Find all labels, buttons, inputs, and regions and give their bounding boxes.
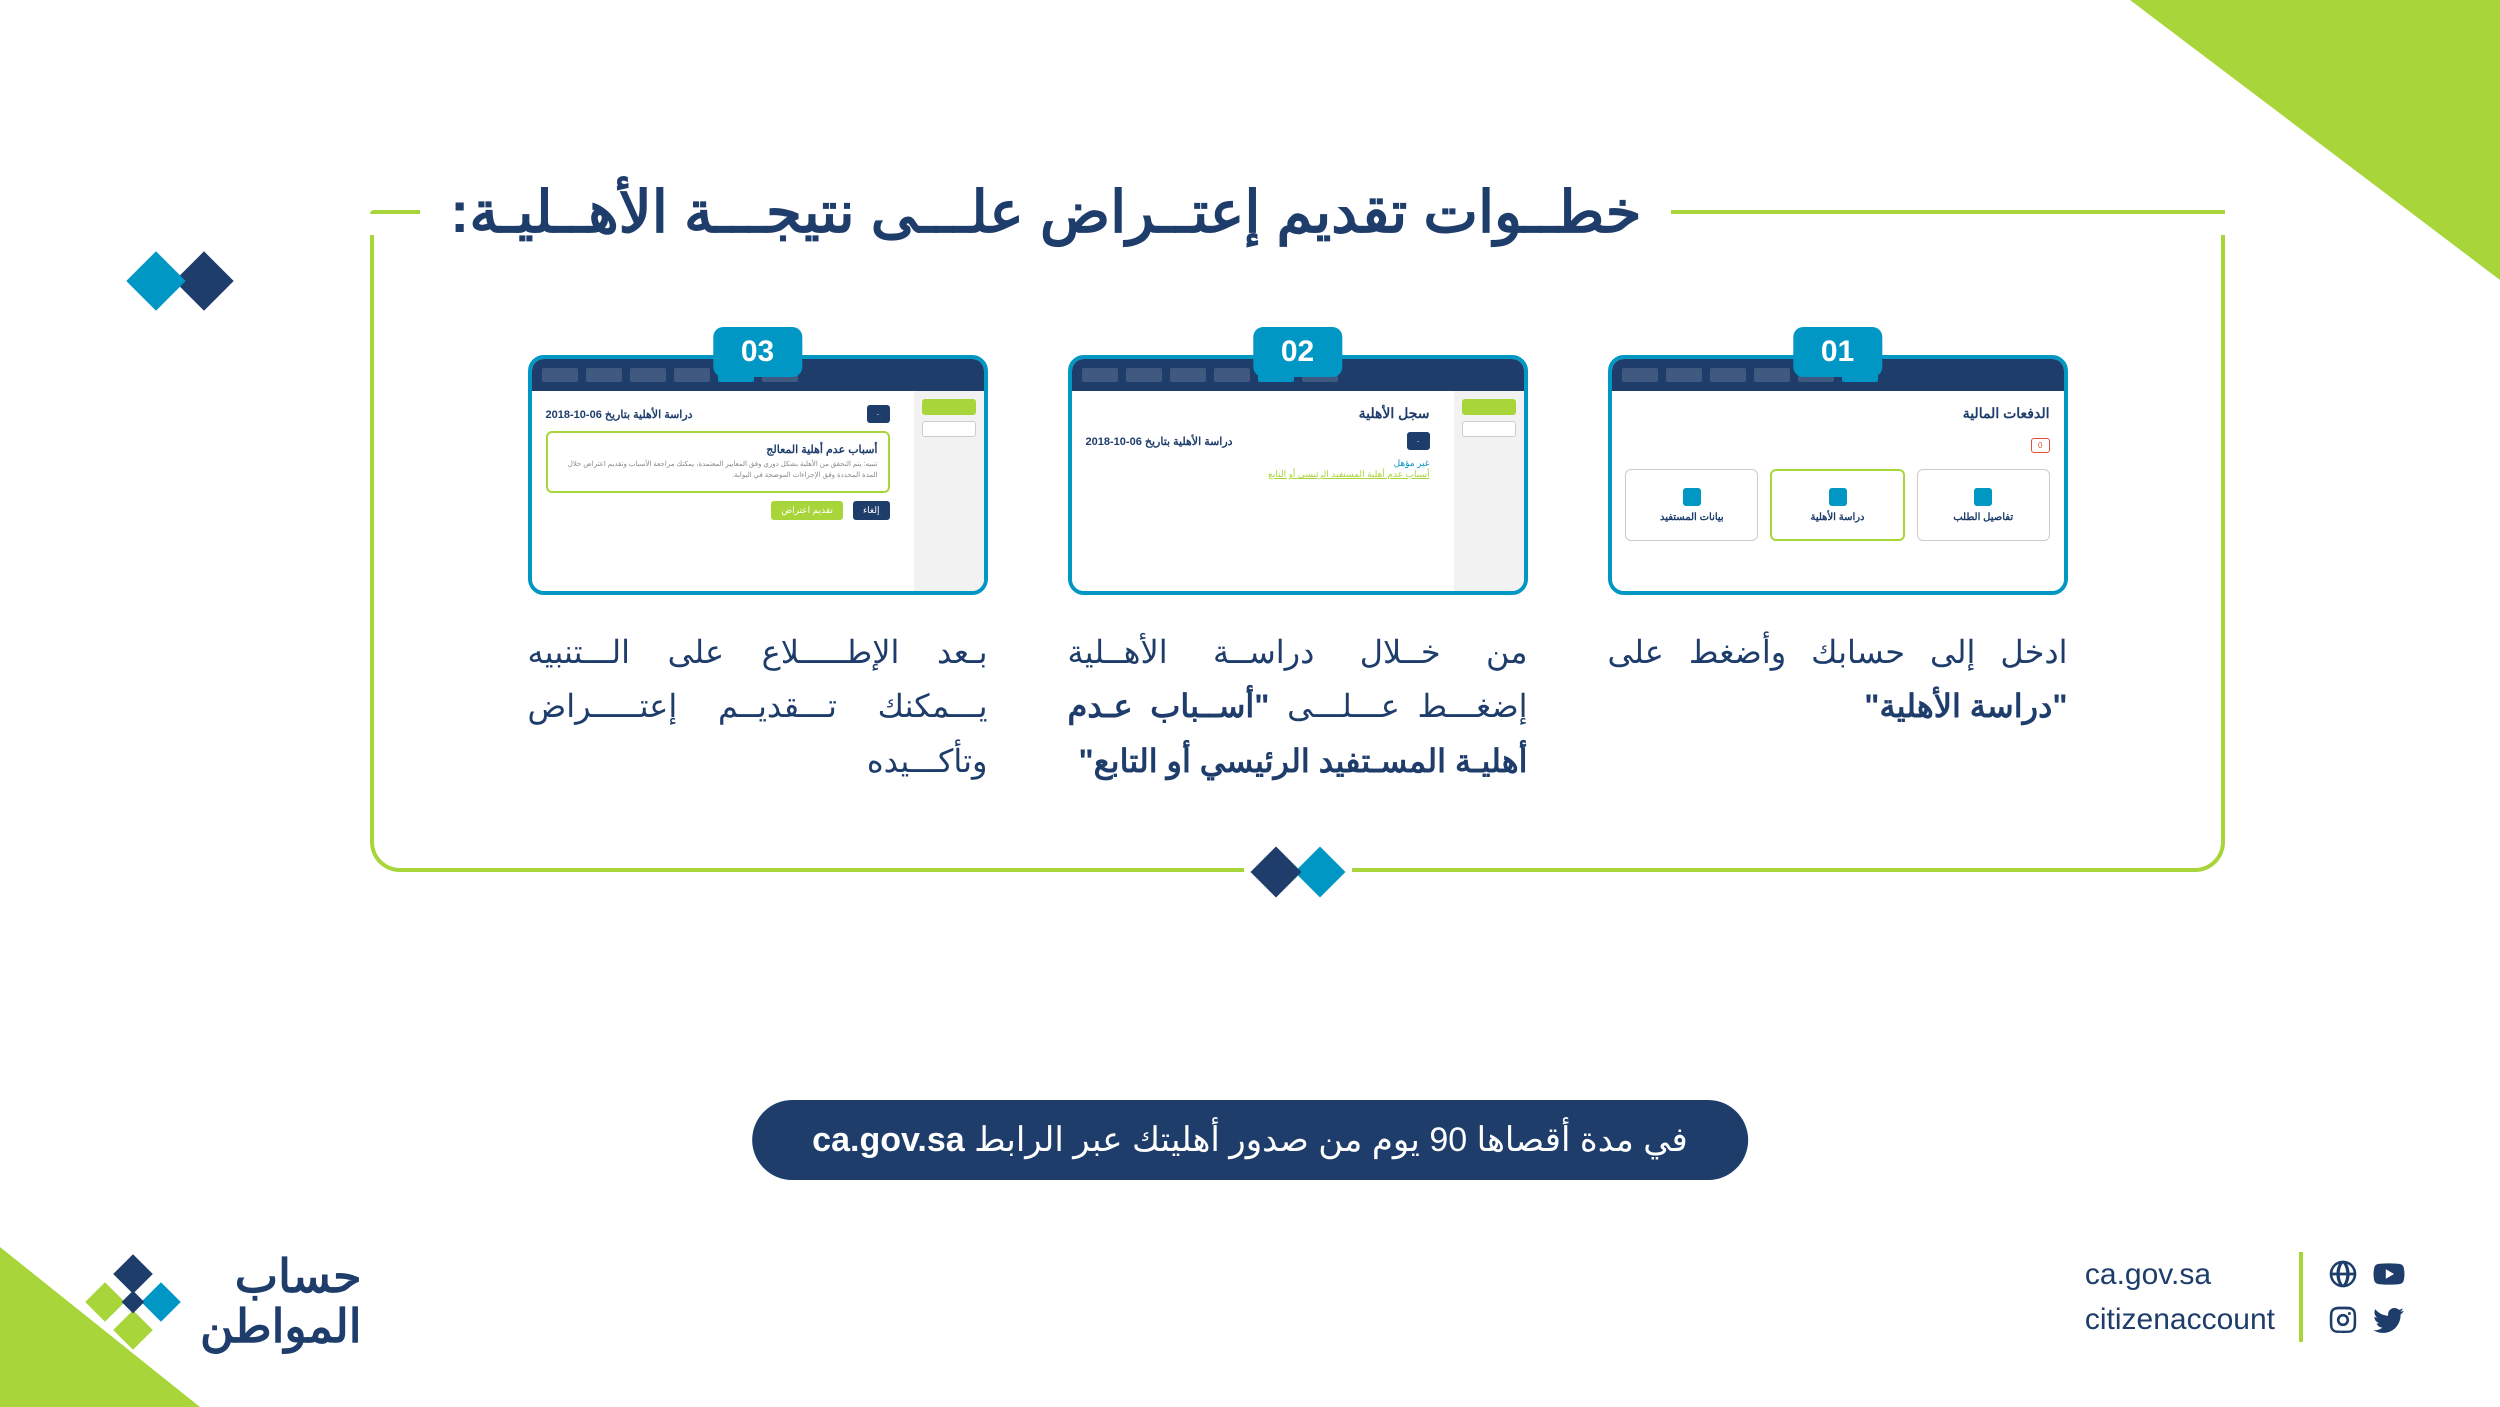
step-description: بـعد الإطـــــلاع على الـــتنبيه يـــمكن…	[528, 625, 988, 788]
mini-card: تفاصيل الطلب	[1917, 469, 2050, 541]
step-badge: 01	[1793, 327, 1882, 377]
mini-alert-text: تنبيه: يتم التحقق من الأهلية بشكل دوري و…	[558, 460, 878, 481]
step-description: من خــلال دراســة الأهــلية إضغـــط عـــ…	[1068, 625, 1528, 788]
brand-logo: حساب المواطن	[85, 1251, 362, 1352]
mini-sidebar	[914, 391, 984, 591]
twitter-icon	[2373, 1304, 2405, 1336]
step-description: ادخل إلى حسابك وأضغط على "دراسة الأهلية"	[1608, 625, 2068, 734]
step-screenshot-02: سجل الأهلية · دراسة الأهلية بتاريخ 06-10…	[1068, 355, 1528, 595]
steps-row: 01 الدفعات المالية 0 تفاصيل الطلب دراسة …	[454, 355, 2141, 788]
step-03: 03 · دراسة الأهلية بتاريخ 06-10-2018	[528, 355, 988, 788]
step-badge: 03	[713, 327, 802, 377]
footer-social: ca.gov.sa citizenaccount	[2085, 1252, 2405, 1342]
mini-header: الدفعات المالية	[1626, 405, 2050, 422]
mini-sidebar	[1454, 391, 1524, 591]
mini-card-highlight: دراسة الأهلية	[1770, 469, 1905, 541]
mini-button: ·	[1407, 432, 1430, 450]
footer-text: ca.gov.sa citizenaccount	[2085, 1252, 2275, 1342]
step-screenshot-01: الدفعات المالية 0 تفاصيل الطلب دراسة الأ…	[1608, 355, 2068, 595]
mini-date: دراسة الأهلية بتاريخ 06-10-2018	[546, 408, 693, 421]
footer-divider	[2299, 1252, 2303, 1342]
decoration-diamonds-top	[135, 260, 225, 302]
logo-text: حساب المواطن	[200, 1251, 362, 1352]
mini-status: 0	[2031, 438, 2049, 453]
social-icons	[2327, 1258, 2405, 1336]
mini-link: أسباب عدم أهلية المستفيد الرئيسي أو التا…	[1086, 469, 1430, 480]
step-screenshot-03: · دراسة الأهلية بتاريخ 06-10-2018 أسباب …	[528, 355, 988, 595]
mini-date: دراسة الأهلية بتاريخ 06-10-2018	[1086, 435, 1233, 448]
step-02: 02 سجل الأهلية · دراسة الأهلية بتاري	[1068, 355, 1528, 788]
youtube-icon	[2373, 1258, 2405, 1290]
footer-handle: citizenaccount	[2085, 1297, 2275, 1342]
main-frame: 01 الدفعات المالية 0 تفاصيل الطلب دراسة …	[370, 235, 2225, 872]
step-badge: 02	[1253, 327, 1342, 377]
mini-header: سجل الأهلية	[1086, 405, 1430, 422]
mini-subtext: غير مؤهل	[1086, 458, 1430, 469]
info-pill: في مدة أقصاها 90 يوم من صدور أهليتك عبر …	[752, 1100, 1748, 1180]
mini-button: ·	[867, 405, 890, 423]
globe-icon	[2327, 1258, 2359, 1290]
decoration-diamonds-bottom	[1244, 854, 1352, 890]
logo-mark-icon	[85, 1254, 180, 1349]
instagram-icon	[2327, 1304, 2359, 1336]
mini-alert-title: أسباب عدم أهلية المعالج	[558, 443, 878, 456]
footer-url: ca.gov.sa	[2085, 1252, 2275, 1297]
mini-card: بيانات المستفيد	[1625, 469, 1758, 541]
mini-button: تقديم اعتراض	[771, 501, 843, 520]
mini-button: إلغاء	[853, 501, 890, 520]
mini-alert-box: أسباب عدم أهلية المعالج تنبيه: يتم التحق…	[546, 431, 890, 493]
step-01: 01 الدفعات المالية 0 تفاصيل الطلب دراسة …	[1608, 355, 2068, 788]
